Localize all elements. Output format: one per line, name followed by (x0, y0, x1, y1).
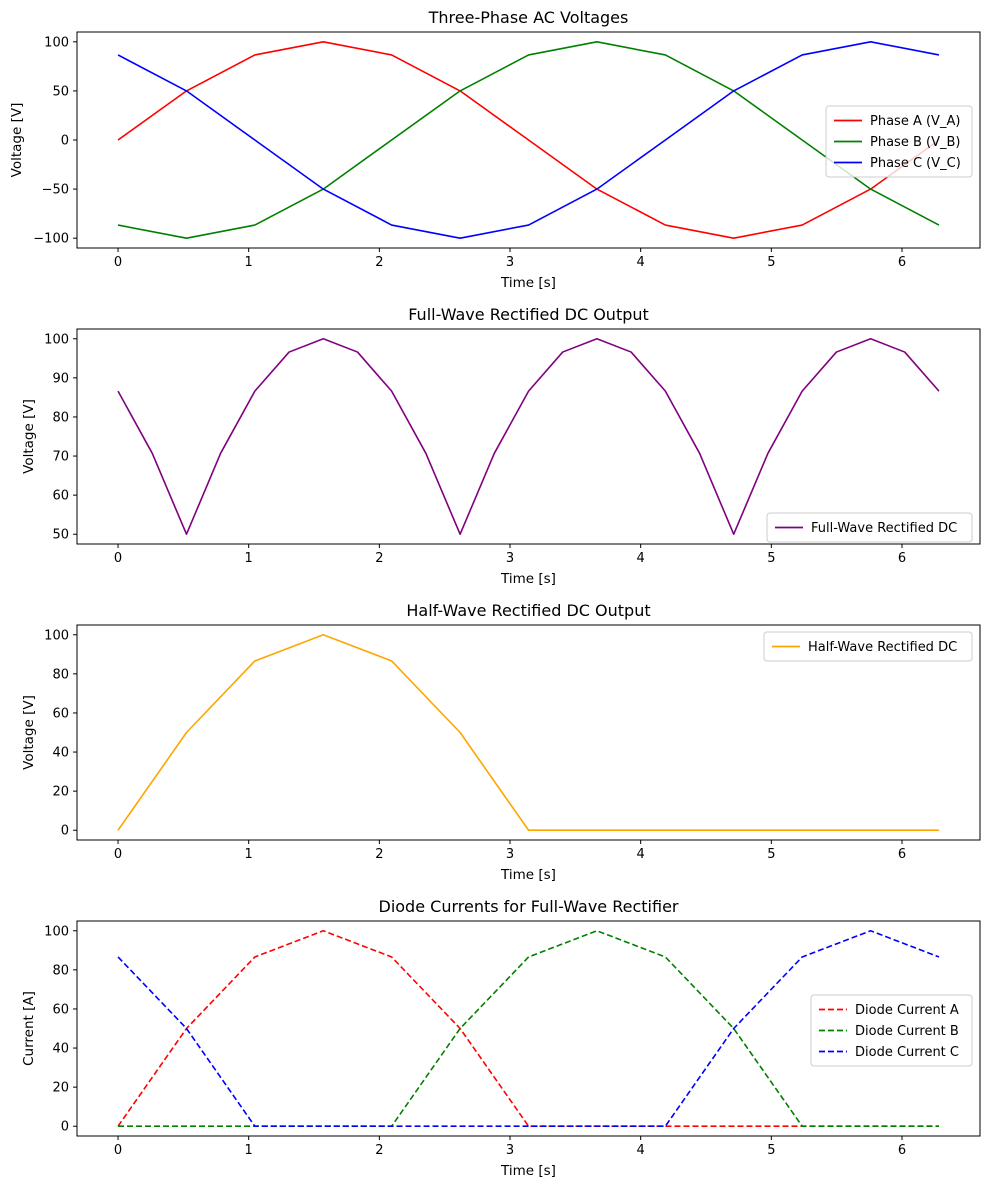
series-line-3 (117, 929, 940, 1128)
chart-panel-1: 0 1 2 3 4 5 6 −100 −50 0 50 100 Three-Phase AC Volta… (9, 8, 981, 291)
x-tick-label: 6 (898, 1143, 906, 1158)
legend-label: Phase A (V_A) (870, 114, 960, 129)
y-tick-label: 60 (52, 1002, 69, 1017)
x-tick-label: 2 (375, 551, 383, 566)
x-axis-label: Time [s] (500, 571, 556, 587)
y-tick-label: 50 (52, 528, 69, 543)
x-tick-label: 6 (898, 551, 906, 566)
legend-label: Full-Wave Rectified DC (811, 521, 957, 536)
legend: Half-Wave Rectified DC (763, 631, 973, 662)
legend-box (763, 631, 973, 662)
y-tick-label: 40 (52, 746, 69, 761)
chart-panel-2: 0 1 2 3 4 5 6 50 60 70 80 90 100 Full-Wave Rectified … (21, 305, 981, 587)
y-tick-label: 90 (52, 371, 69, 386)
x-tick-label: 4 (637, 847, 645, 862)
x-tick-label: 6 (898, 847, 906, 862)
legend-box (825, 105, 973, 178)
legend-label: Half-Wave Rectified DC (808, 640, 957, 655)
legend-box (810, 994, 973, 1067)
x-tick-label: 3 (506, 551, 514, 566)
y-tick-label: −50 (42, 183, 69, 198)
x-tick-label: 0 (114, 255, 122, 270)
y-axis-label: Voltage [V] (21, 695, 37, 770)
x-tick-label: 1 (245, 1143, 253, 1158)
x-tick-label: 4 (637, 255, 645, 270)
series-line-2 (117, 41, 940, 239)
chart-title: Full-Wave Rectified DC Output (408, 305, 649, 324)
chart-title: Three-Phase AC Voltages (428, 8, 629, 27)
y-tick-label: 20 (52, 785, 69, 800)
x-tick-label: 3 (506, 1143, 514, 1158)
y-tick-label: 70 (52, 450, 69, 465)
y-tick-label: 40 (52, 1042, 69, 1057)
y-axis-label: Current [A] (21, 991, 37, 1066)
x-tick-label: 5 (767, 255, 775, 270)
y-tick-label: 60 (52, 706, 69, 721)
x-tick-label: 6 (898, 255, 906, 270)
x-tick-label: 0 (114, 1143, 122, 1158)
x-tick-label: 0 (114, 847, 122, 862)
x-tick-label: 5 (767, 847, 775, 862)
plot-frame (76, 920, 981, 1137)
y-tick-label: 20 (52, 1081, 69, 1096)
y-tick-label: 100 (44, 628, 69, 643)
y-tick-label: 0 (61, 134, 69, 149)
x-axis-label: Time [s] (500, 275, 556, 291)
x-tick-label: 3 (506, 847, 514, 862)
chart-title: Half-Wave Rectified DC Output (406, 601, 650, 620)
x-tick-label: 0 (114, 551, 122, 566)
x-tick-label: 2 (375, 255, 383, 270)
legend-label: Phase B (V_B) (870, 135, 960, 150)
y-tick-label: 0 (61, 824, 69, 839)
y-tick-label: 0 (61, 1120, 69, 1135)
x-tick-label: 4 (637, 551, 645, 566)
series-line-3 (117, 41, 940, 239)
plot-frame (76, 624, 981, 841)
y-tick-label: 100 (44, 332, 69, 347)
y-tick-label: 50 (52, 84, 69, 99)
legend-label: Diode Current A (855, 1003, 959, 1018)
x-tick-label: 5 (767, 551, 775, 566)
chart-title: Diode Currents for Full-Wave Rectifier (379, 897, 679, 916)
series-line-1 (117, 41, 940, 239)
y-tick-label: 80 (52, 963, 69, 978)
y-tick-label: 80 (52, 410, 69, 425)
legend-label: Phase C (V_C) (870, 156, 961, 171)
series-line-1 (117, 633, 939, 832)
x-tick-label: 1 (245, 847, 253, 862)
x-tick-label: 4 (637, 1143, 645, 1158)
x-tick-label: 2 (375, 847, 383, 862)
legend-box (766, 512, 973, 543)
y-axis-label: Voltage [V] (21, 399, 37, 474)
series-line-1 (117, 337, 940, 536)
series-line-1 (117, 929, 939, 1128)
legend: Full-Wave Rectified DC (766, 512, 973, 543)
x-tick-label: 5 (767, 1143, 775, 1158)
x-tick-label: 1 (245, 551, 253, 566)
y-tick-label: 100 (44, 35, 69, 50)
legend-label: Diode Current C (855, 1045, 959, 1060)
plot-frame (76, 328, 981, 545)
x-tick-label: 1 (245, 255, 253, 270)
y-tick-label: 60 (52, 489, 69, 504)
legend: Diode Current A Diode Current B Diode Curr… (810, 994, 973, 1067)
x-tick-label: 3 (506, 255, 514, 270)
legend-label: Diode Current B (855, 1024, 959, 1039)
legend: Phase A (V_A) Phase B (V_B) Phase C (V_C) (825, 105, 973, 178)
x-tick-label: 2 (375, 1143, 383, 1158)
x-axis-label: Time [s] (500, 867, 556, 883)
y-tick-label: 100 (44, 924, 69, 939)
y-axis-label: Voltage [V] (9, 103, 25, 178)
x-axis-label: Time [s] (500, 1163, 556, 1179)
y-tick-label: −100 (33, 232, 69, 247)
y-tick-label: 80 (52, 667, 69, 682)
